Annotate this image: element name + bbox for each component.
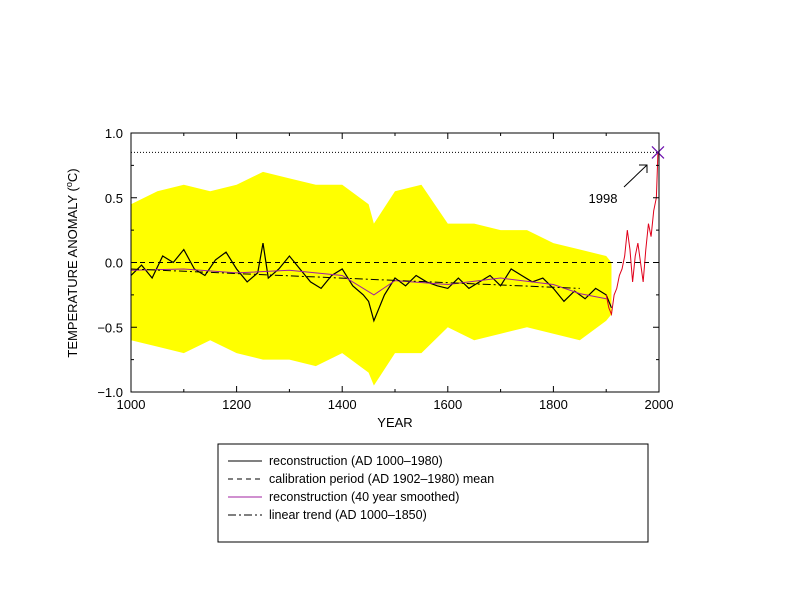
y-axis-label: TEMPERATURE ANOMALY (oC) [64, 168, 80, 357]
plot-area [130, 146, 665, 386]
x-tick-label: 1200 [222, 397, 251, 412]
annotation-1998-label: 1998 [589, 191, 618, 206]
series-line-0 [130, 242, 613, 323]
series-line-2 [130, 268, 607, 300]
legend-item-calibration-mean: calibration period (AD 1902–1980) mean [269, 472, 494, 486]
x-tick-label: 1600 [433, 397, 462, 412]
legend: reconstruction (AD 1000–1980) calibratio… [217, 443, 649, 543]
x-tick-label: 1000 [117, 397, 146, 412]
annotation-marker-b [651, 146, 665, 159]
series-line-4 [605, 152, 659, 317]
axes: 1000 1200 1400 1600 1800 2000 −1.0 −0.5 0.0 0.5 1.… [97, 126, 673, 412]
y-axis-label-prefix: TEMPERATURE ANOMALY ( [65, 186, 80, 357]
x-tick-label: 1800 [539, 397, 568, 412]
legend-item-reconstruction: reconstruction (AD 1000–1980) [269, 454, 443, 468]
x-tick-label: 1400 [328, 397, 357, 412]
y-tick-label: 0.0 [105, 256, 123, 271]
annotation-arrow-head [639, 164, 648, 173]
legend-item-linear-trend: linear trend (AD 1000–1850) [269, 508, 427, 522]
legend-item-smoothed: reconstruction (40 year smoothed) [269, 490, 459, 504]
uncertainty-band [131, 171, 612, 386]
x-tick-label: 2000 [645, 397, 674, 412]
y-tick-label: 1.0 [105, 126, 123, 141]
annotation-arrow-shaft [623, 164, 648, 188]
series-line-3 [130, 268, 580, 289]
y-tick-label: −1.0 [97, 385, 123, 400]
legend-box [217, 443, 649, 543]
y-axis-label-suffix: C) [65, 168, 80, 182]
y-axis-label-degree: o [64, 182, 74, 187]
x-axis-label: YEAR [377, 415, 412, 430]
y-tick-label: 0.5 [105, 191, 123, 206]
y-tick-label: −0.5 [97, 320, 123, 335]
